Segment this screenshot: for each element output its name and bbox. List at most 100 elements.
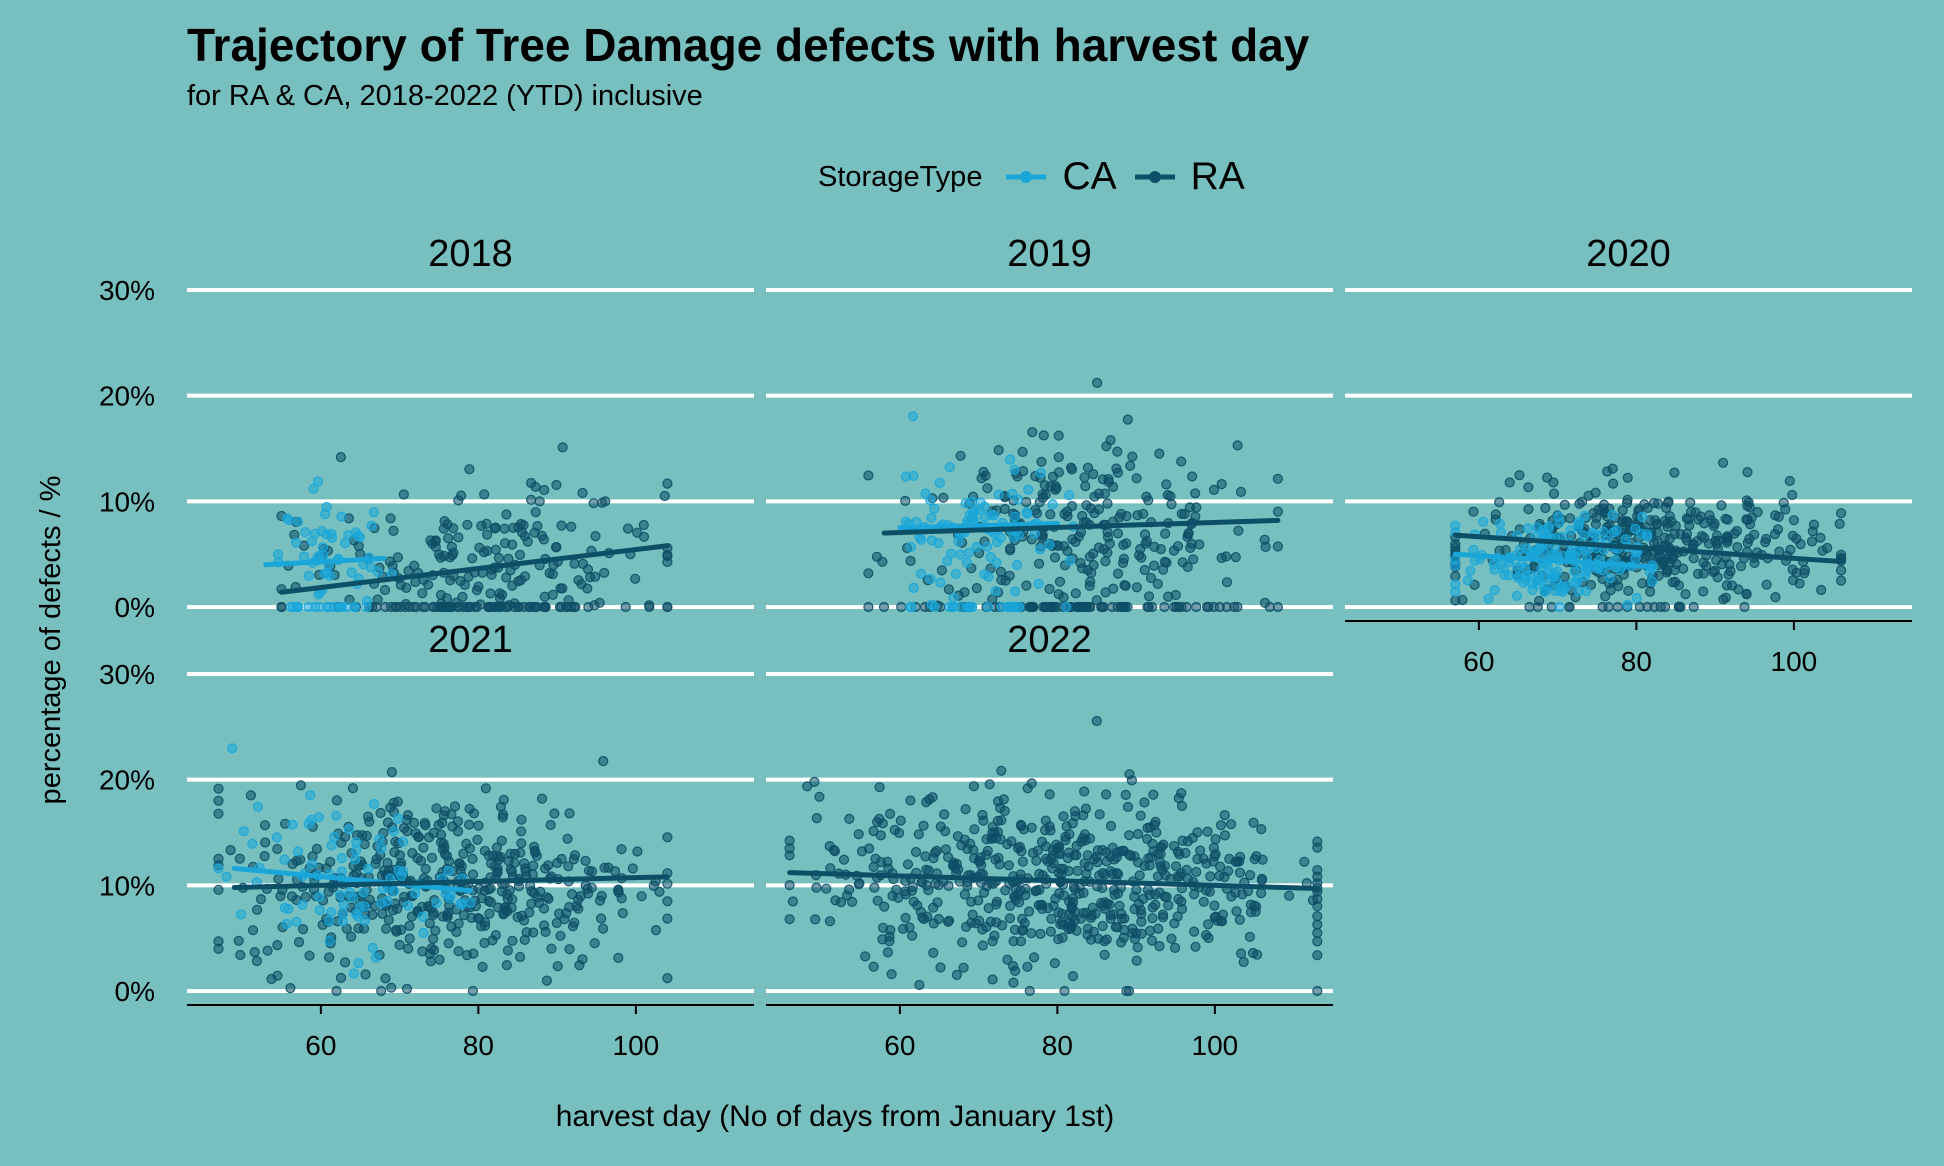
data-point	[659, 490, 670, 502]
data-point	[1787, 489, 1798, 501]
legend-label-ra: RA	[1190, 155, 1245, 198]
data-point	[1062, 511, 1073, 522]
data-point	[895, 815, 906, 826]
data-point	[371, 854, 382, 865]
data-point	[394, 939, 405, 951]
data-point	[1788, 515, 1800, 526]
data-point	[312, 476, 324, 487]
data-point	[1080, 481, 1091, 492]
data-point	[297, 899, 308, 911]
x-tick-label: 60	[1463, 646, 1494, 677]
data-point	[991, 896, 1003, 907]
data-point	[1168, 545, 1180, 556]
data-point	[398, 866, 409, 877]
data-point	[1260, 541, 1271, 553]
data-point	[361, 830, 372, 842]
data-point	[1126, 775, 1138, 786]
data-point	[595, 913, 607, 924]
data-point	[638, 519, 649, 531]
data-point	[376, 898, 387, 909]
data-point	[292, 846, 304, 857]
data-point	[1708, 520, 1719, 532]
data-point	[1503, 570, 1514, 581]
data-point	[1770, 510, 1781, 521]
data-point	[346, 931, 357, 942]
data-point	[1157, 909, 1169, 920]
data-point	[1044, 583, 1055, 595]
data-point	[588, 498, 599, 509]
data-point	[935, 577, 946, 588]
data-point	[1105, 913, 1116, 924]
data-point	[1661, 502, 1672, 514]
data-point	[913, 829, 924, 840]
data-point	[1690, 507, 1701, 518]
data-point	[1158, 839, 1169, 850]
data-point	[1203, 932, 1214, 944]
data-point	[1573, 518, 1584, 530]
data-point	[662, 913, 673, 924]
data-point	[380, 973, 391, 984]
x-tick-label: 80	[463, 1030, 494, 1061]
data-point	[988, 510, 1000, 521]
data-point	[305, 790, 316, 801]
data-point	[349, 601, 360, 613]
data-point	[1681, 513, 1693, 524]
data-point	[1726, 580, 1738, 591]
data-point	[366, 520, 377, 531]
data-point	[1259, 597, 1271, 609]
data-point	[372, 594, 383, 605]
data-point	[417, 911, 428, 922]
data-point	[1122, 801, 1134, 813]
data-point	[1071, 925, 1082, 936]
data-point	[514, 951, 526, 963]
data-point	[343, 824, 354, 835]
data-point	[1026, 822, 1037, 833]
data-point	[630, 573, 641, 584]
data-point	[1698, 568, 1709, 579]
data-point	[479, 845, 490, 857]
data-point	[925, 573, 936, 584]
data-point	[1036, 456, 1047, 467]
data-point	[1611, 525, 1622, 536]
data-point	[1139, 529, 1151, 540]
data-point	[1034, 497, 1045, 508]
data-point	[1131, 582, 1143, 593]
data-point	[966, 496, 978, 507]
data-point	[811, 882, 822, 893]
data-point	[947, 860, 959, 871]
data-point	[1161, 479, 1172, 490]
data-point	[564, 901, 575, 913]
data-point	[452, 826, 464, 837]
data-point	[1716, 559, 1728, 570]
data-point	[1659, 601, 1671, 613]
data-point	[532, 520, 543, 532]
data-point	[966, 601, 978, 613]
data-point	[465, 601, 476, 613]
data-point	[556, 853, 567, 865]
data-point	[1061, 601, 1072, 613]
data-point	[213, 795, 224, 806]
data-point	[1115, 937, 1127, 948]
data-point	[417, 946, 428, 957]
data-point	[945, 548, 957, 559]
data-point	[863, 470, 874, 481]
data-point	[444, 893, 455, 904]
data-point	[403, 943, 414, 954]
data-point	[868, 825, 879, 837]
data-point	[1072, 865, 1083, 877]
data-point	[1012, 494, 1024, 505]
data-point	[213, 783, 224, 794]
data-point	[468, 948, 479, 959]
data-point	[844, 813, 855, 825]
data-point	[321, 601, 332, 613]
data-point	[958, 962, 969, 973]
data-point	[943, 880, 954, 892]
data-point	[583, 601, 594, 613]
data-point	[1051, 843, 1062, 854]
data-point	[1132, 828, 1144, 840]
data-point	[420, 819, 431, 831]
data-point	[1008, 977, 1019, 988]
data-point	[1709, 565, 1720, 576]
data-point	[1161, 891, 1172, 903]
x-tick-label: 100	[613, 1030, 660, 1061]
